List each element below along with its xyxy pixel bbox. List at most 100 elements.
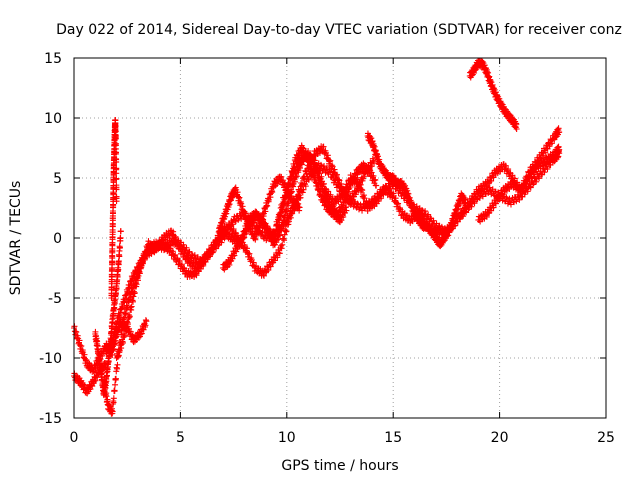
data-point — [289, 210, 296, 217]
data-point — [238, 200, 245, 207]
data-point — [126, 313, 133, 320]
data-point — [327, 157, 334, 164]
data-point — [523, 173, 530, 180]
data-point — [358, 174, 365, 181]
data-point — [361, 192, 368, 199]
series-track-8 — [364, 130, 469, 250]
data-point — [110, 395, 117, 402]
data-point — [113, 198, 120, 205]
data-point — [245, 220, 252, 227]
data-point — [278, 245, 285, 252]
data-point — [223, 230, 230, 237]
data-point — [490, 204, 497, 211]
data-point — [407, 199, 414, 206]
data-point — [291, 163, 298, 170]
data-point — [113, 159, 120, 166]
series-track-13 — [475, 125, 563, 225]
data-point — [83, 356, 90, 363]
data-point — [371, 159, 378, 166]
data-point — [522, 180, 529, 187]
data-point — [486, 73, 493, 80]
data-point — [121, 314, 128, 321]
data-point — [473, 196, 480, 203]
data-point — [299, 144, 306, 151]
tick-marks — [73, 57, 607, 419]
data-point — [107, 344, 114, 351]
data-point — [535, 159, 542, 166]
data-point — [131, 289, 138, 296]
data-point — [279, 207, 286, 214]
data-point — [419, 207, 426, 214]
data-point — [266, 196, 273, 203]
data-point — [276, 250, 283, 257]
data-point — [342, 198, 349, 205]
data-point — [176, 257, 183, 264]
y-tick-label: -10 — [39, 351, 62, 367]
series-track-11 — [92, 228, 124, 399]
data-point — [351, 175, 358, 182]
data-point — [201, 258, 208, 265]
data-point — [305, 176, 312, 183]
y-tick-label: 15 — [44, 51, 62, 67]
data-point — [172, 233, 179, 240]
data-point — [305, 175, 312, 182]
data-point — [108, 273, 115, 280]
data-point — [284, 189, 291, 196]
data-point — [235, 244, 242, 251]
x-tick-label: 10 — [278, 430, 296, 446]
series-track-9 — [466, 57, 520, 132]
data-point — [556, 150, 563, 157]
data-point — [283, 220, 290, 227]
data-point — [321, 163, 328, 170]
data-point — [280, 235, 287, 242]
data-point — [471, 200, 478, 207]
data-point — [359, 207, 366, 214]
x-tick-labels: 0 5 10 15 20 25 — [70, 430, 615, 446]
data-point — [281, 214, 288, 221]
data-point — [238, 239, 245, 246]
data-point — [112, 149, 119, 156]
data-point — [293, 156, 300, 163]
data-point — [113, 186, 120, 193]
data-point — [331, 166, 338, 173]
data-point — [119, 304, 126, 311]
data-point — [527, 183, 533, 190]
data-point — [117, 228, 124, 235]
data-point — [536, 175, 543, 182]
data-point — [133, 281, 140, 288]
data-point — [548, 140, 555, 147]
data-point — [299, 189, 306, 196]
data-point — [487, 77, 494, 84]
data-point — [326, 158, 333, 165]
data-point — [128, 303, 135, 310]
data-point — [126, 284, 133, 291]
data-point — [119, 339, 126, 346]
data-point — [109, 325, 115, 332]
data-point — [210, 249, 217, 256]
data-point — [527, 184, 534, 191]
data-point — [486, 184, 493, 191]
data-point — [264, 202, 271, 209]
data-point — [259, 216, 266, 223]
data-point — [109, 229, 116, 236]
data-point — [300, 186, 307, 193]
data-point — [483, 213, 490, 220]
data-point — [296, 204, 303, 211]
data-point — [349, 196, 356, 203]
data-point — [136, 270, 143, 277]
data-point — [372, 196, 379, 203]
data-point — [220, 233, 227, 240]
data-point — [188, 251, 195, 258]
data-point — [252, 236, 259, 243]
x-tick-label: 25 — [597, 430, 615, 446]
data-point — [497, 195, 504, 202]
data-point — [502, 162, 509, 169]
data-point — [488, 207, 495, 214]
data-point — [279, 241, 286, 248]
data-point — [273, 237, 280, 244]
data-point — [318, 161, 324, 168]
data-point — [269, 189, 276, 196]
data-point — [89, 383, 96, 390]
data-point — [114, 361, 121, 368]
data-point — [191, 252, 198, 259]
